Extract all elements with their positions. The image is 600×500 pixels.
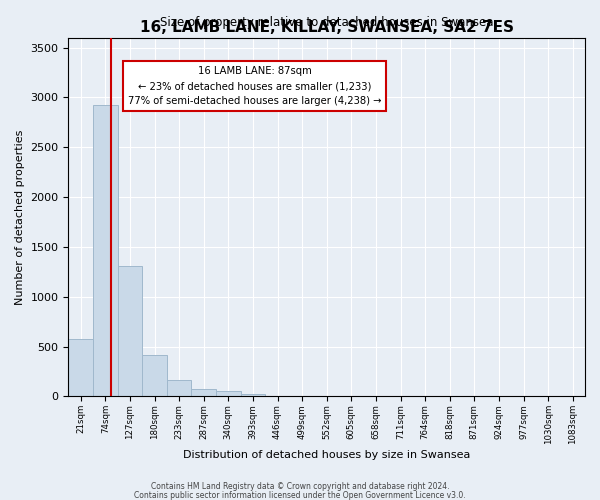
Text: 16 LAMB LANE: 87sqm
← 23% of detached houses are smaller (1,233)
77% of semi-det: 16 LAMB LANE: 87sqm ← 23% of detached ho… [128,66,381,106]
Y-axis label: Number of detached properties: Number of detached properties [15,130,25,304]
Bar [191,389,216,396]
Text: Contains public sector information licensed under the Open Government Licence v3: Contains public sector information licen… [134,490,466,500]
Text: Size of property relative to detached houses in Swansea: Size of property relative to detached ho… [160,16,493,28]
Text: Contains HM Land Registry data © Crown copyright and database right 2024.: Contains HM Land Registry data © Crown c… [151,482,449,491]
Bar [167,380,191,396]
Bar [216,392,241,396]
Bar [68,338,93,396]
Bar [93,106,118,397]
Bar [241,394,265,396]
X-axis label: Distribution of detached houses by size in Swansea: Distribution of detached houses by size … [183,450,470,460]
Bar [118,266,142,396]
Bar [142,354,167,397]
Title: 16, LAMB LANE, KILLAY, SWANSEA, SA2 7ES: 16, LAMB LANE, KILLAY, SWANSEA, SA2 7ES [140,20,514,35]
